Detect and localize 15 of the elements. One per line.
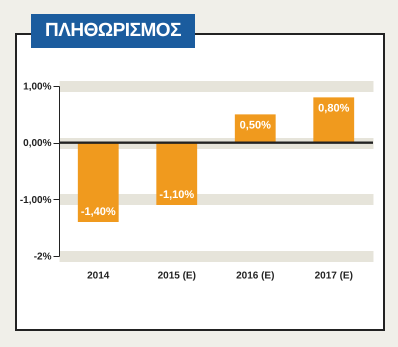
y-tick-label: 0,00% <box>23 138 52 150</box>
x-tick-label: 2016 (E) <box>236 270 274 282</box>
y-tick-label: -1,00% <box>20 194 52 206</box>
x-tick-label: 2014 <box>87 270 110 282</box>
data-label: 0,80% <box>318 102 350 114</box>
y-tick-label: 1,00% <box>23 82 52 92</box>
x-tick-label: 2015 (E) <box>158 270 196 282</box>
y-tick-label: -2% <box>34 252 52 262</box>
data-label: 0,50% <box>240 119 272 132</box>
bar <box>78 142 119 222</box>
bar <box>156 142 198 205</box>
x-tick-label: 2017 (E) <box>314 270 353 282</box>
data-label: -1,10% <box>159 189 194 201</box>
data-label: -1,40% <box>80 206 116 218</box>
chart-title: ΠΛΗΘΩΡΙΣΜΟΣ <box>31 14 195 48</box>
